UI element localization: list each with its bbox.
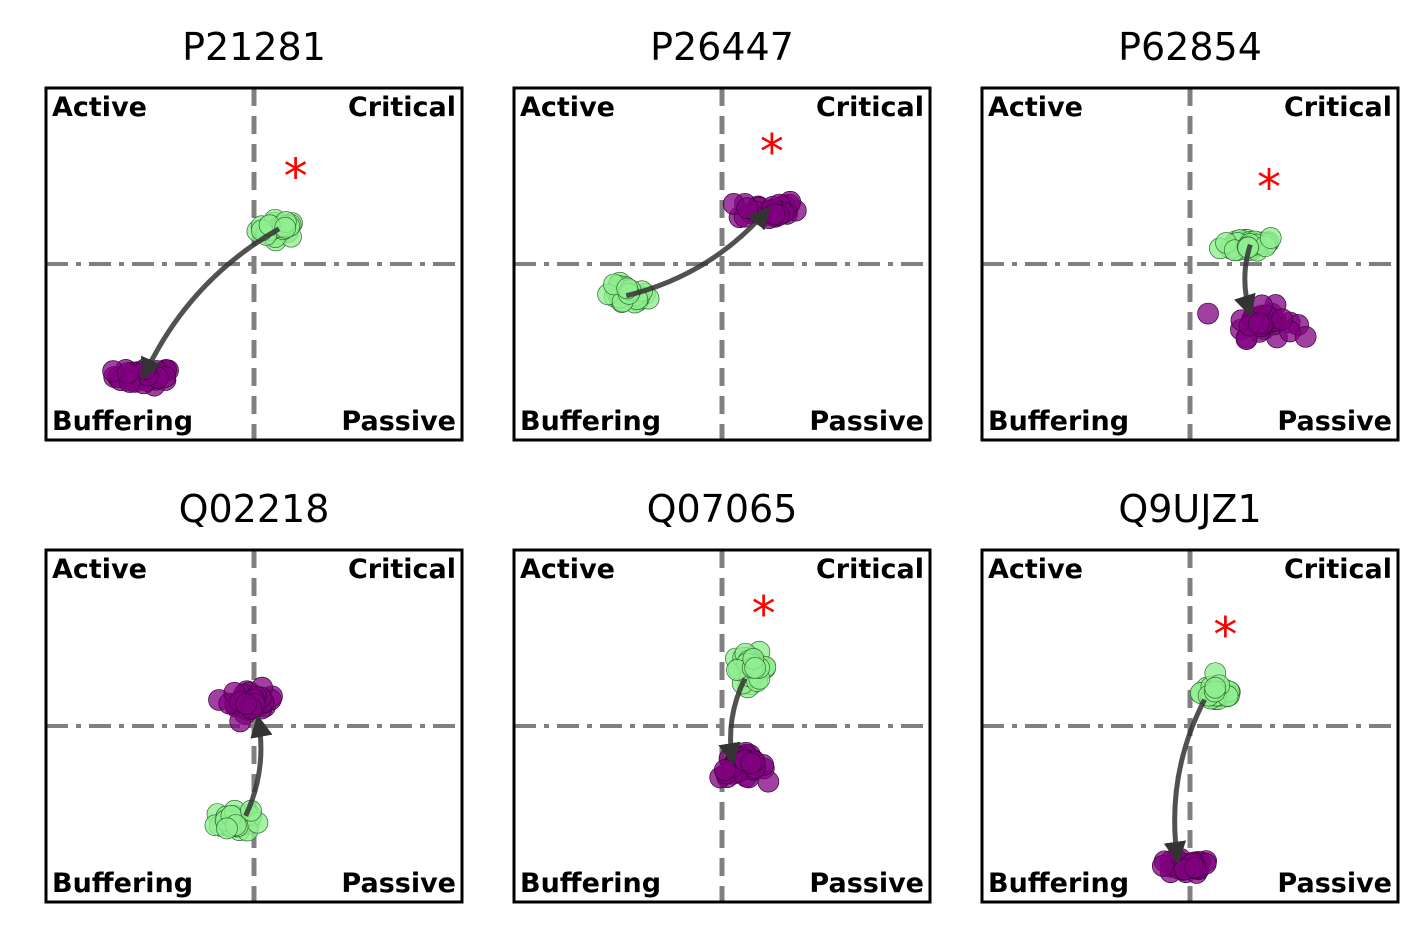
quadrant-label-passive: Passive xyxy=(1277,868,1392,899)
significance-marker: * xyxy=(752,587,776,643)
quadrant-label-passive: Passive xyxy=(809,868,924,899)
point-after xyxy=(1251,294,1273,317)
panel-frame xyxy=(512,548,932,904)
point-after xyxy=(235,693,258,715)
point-before xyxy=(274,216,297,239)
point-before xyxy=(744,657,767,679)
panel-q07065: Q07065 * Active Critical Buffering Passive xyxy=(512,487,932,904)
transition-arrow xyxy=(1234,243,1256,318)
panel-frame xyxy=(980,548,1400,904)
plot-area: * xyxy=(514,550,930,902)
quadrant-label-active: Active xyxy=(520,92,615,123)
panel-q02218: Q02218 Active Critical Buffering Passive xyxy=(44,487,464,904)
quadrant-label-active: Active xyxy=(52,554,147,585)
quadrant-label-critical: Critical xyxy=(1284,92,1392,123)
panel-title: P62854 xyxy=(1118,25,1262,69)
panel-p62854: P62854 * Active Critical Buffering Passive xyxy=(980,25,1400,442)
point-after xyxy=(1197,302,1219,325)
plot-area xyxy=(46,550,462,902)
panel-frame xyxy=(980,86,1400,442)
transition-arrow xyxy=(1163,698,1207,865)
point-after xyxy=(763,203,786,226)
quadrant-label-buffering: Buffering xyxy=(988,406,1129,437)
quadrant-label-buffering: Buffering xyxy=(520,406,661,437)
significance-marker: * xyxy=(1213,608,1237,664)
point-after xyxy=(1151,855,1174,877)
point-after xyxy=(1248,312,1270,335)
significance-marker: * xyxy=(284,149,308,205)
panel-frame xyxy=(512,86,932,442)
quadrant-label-buffering: Buffering xyxy=(52,868,193,899)
point-after xyxy=(740,752,762,775)
quadrant-label-passive: Passive xyxy=(341,868,456,899)
panel-frame xyxy=(44,548,464,904)
quadrant-label-buffering: Buffering xyxy=(52,406,193,437)
point-before xyxy=(216,817,238,840)
panel-title: Q02218 xyxy=(179,487,330,531)
transition-arrow xyxy=(718,677,748,766)
plot-area: * xyxy=(46,88,462,440)
quadrant-label-active: Active xyxy=(520,554,615,585)
point-before xyxy=(1259,227,1282,249)
quadrant-label-active: Active xyxy=(52,92,147,123)
point-after xyxy=(736,197,759,219)
quadrant-label-passive: Passive xyxy=(341,406,456,437)
transition-arrow xyxy=(141,226,281,381)
transition-arrow xyxy=(243,714,273,817)
quadrant-label-critical: Critical xyxy=(348,92,456,123)
point-after xyxy=(713,759,736,781)
panel-title: Q9UJZ1 xyxy=(1118,487,1261,531)
quadrant-label-buffering: Buffering xyxy=(520,868,661,899)
significance-marker: * xyxy=(1257,160,1281,216)
quadrant-label-critical: Critical xyxy=(816,92,924,123)
panel-p21281: P21281 * Active Critical Buffering Passive xyxy=(44,25,464,442)
panel-title: P21281 xyxy=(182,25,326,69)
point-before xyxy=(1204,676,1227,699)
plot-area: * xyxy=(982,88,1398,440)
quadrant-label-critical: Critical xyxy=(816,554,924,585)
transition-arrow xyxy=(625,206,771,299)
panel-title: P26447 xyxy=(650,25,794,69)
quadrant-label-active: Active xyxy=(988,92,1083,123)
plot-area: * xyxy=(514,88,930,440)
panel-q9ujz1: Q9UJZ1 * Active Critical Buffering Passive xyxy=(980,487,1400,904)
quadrant-label-critical: Critical xyxy=(1284,554,1392,585)
significance-marker: * xyxy=(760,125,784,181)
plot-area: * xyxy=(982,550,1398,902)
quadrant-label-active: Active xyxy=(988,554,1083,585)
quadrant-label-passive: Passive xyxy=(809,406,924,437)
quadrant-label-passive: Passive xyxy=(1277,406,1392,437)
quadrant-label-buffering: Buffering xyxy=(988,868,1129,899)
point-after xyxy=(1271,308,1293,331)
quadrant-label-critical: Critical xyxy=(348,554,456,585)
panel-title: Q07065 xyxy=(647,487,798,531)
point-after xyxy=(116,362,139,384)
panel-frame xyxy=(44,86,464,442)
point-after xyxy=(1184,856,1207,879)
point-after xyxy=(1294,325,1317,348)
panel-p26447: P26447 * Active Critical Buffering Passive xyxy=(512,25,932,442)
